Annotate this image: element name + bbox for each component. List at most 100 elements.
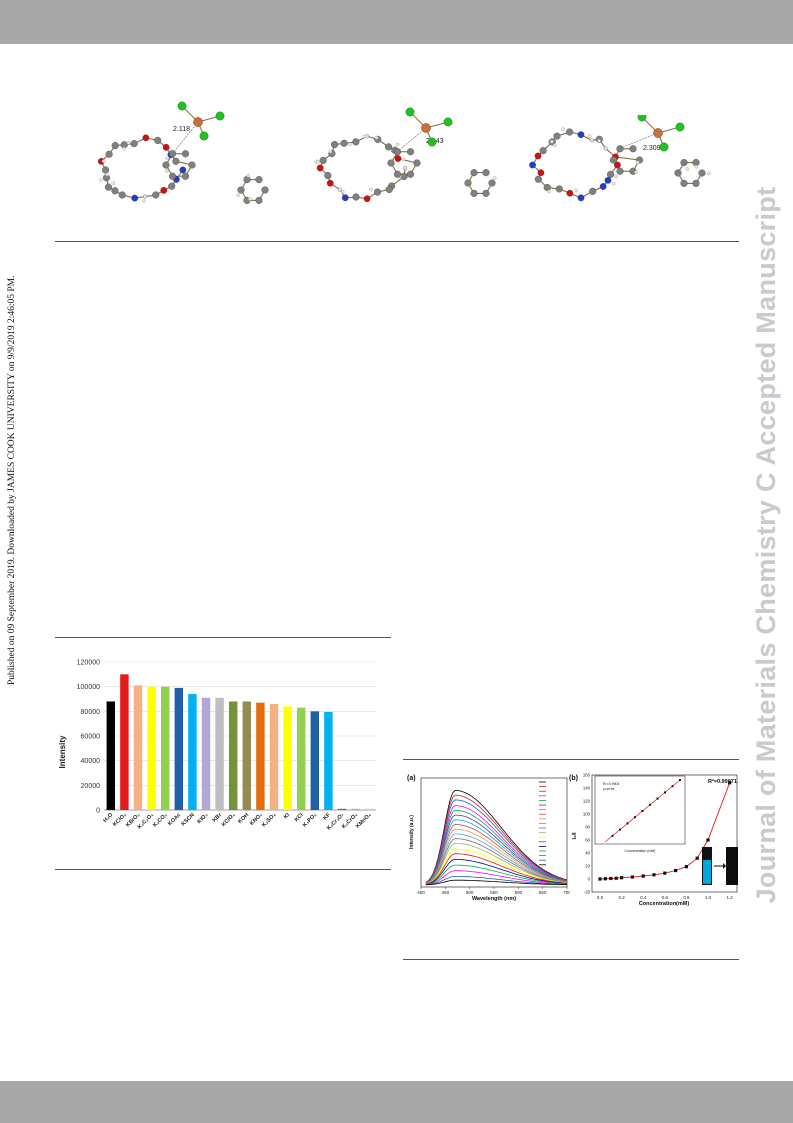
y-axis-label: Intensity (a.u.) <box>409 815 415 849</box>
x-tick-label: 650 <box>539 890 547 895</box>
molecule-atom <box>488 179 496 187</box>
molecule-atom <box>340 139 348 147</box>
molecule-hydrogen <box>99 178 103 182</box>
molecule-hydrogen <box>547 189 551 194</box>
x-tick-label: 400 <box>417 890 425 895</box>
molecule-atom <box>118 191 126 199</box>
bar <box>296 707 306 810</box>
copper-atom <box>193 117 203 127</box>
bar <box>310 711 320 810</box>
x-tick-label: 550 <box>490 890 498 895</box>
y-tick-label: 120 <box>583 799 591 804</box>
molecule-atom <box>534 175 542 183</box>
molecule-hydrogen <box>248 197 252 201</box>
bar <box>269 703 279 810</box>
molecule-atom <box>482 189 490 197</box>
molecule-hydrogen <box>316 160 320 164</box>
bar <box>324 711 333 810</box>
x-tick-label: K₂SO₄ <box>261 812 278 829</box>
spectrum-curve <box>425 814 568 884</box>
molecule-atom <box>162 143 170 151</box>
molecule-atom <box>394 155 402 162</box>
spectrum-curve <box>425 833 568 885</box>
figure-rule-top <box>55 241 739 242</box>
spectrum-curve <box>425 848 568 885</box>
x-tick-label: 0.2 <box>618 895 625 900</box>
inset-frame <box>594 775 686 845</box>
molecule-atom <box>393 170 402 178</box>
x-tick-label: K₂CO₃ <box>152 812 169 829</box>
molecule-atom <box>111 187 119 195</box>
spectrum-curve <box>425 794 568 884</box>
molecule-atom <box>539 147 547 155</box>
y-tick-label: 0 <box>96 808 100 815</box>
data-point <box>684 865 688 869</box>
x-tick-label: KCl <box>294 812 305 823</box>
bar <box>106 701 116 810</box>
y-tick-label: 20000 <box>81 783 101 790</box>
spectra-figure-rule-top <box>403 759 739 760</box>
molecule-hydrogen <box>142 199 146 203</box>
molecule-atom <box>609 156 618 164</box>
molecule-structure-3: 2.309 <box>529 115 711 202</box>
inset-equation: y=a+bx <box>603 787 615 791</box>
molecule-atom <box>577 131 585 138</box>
molecule-atom <box>172 157 180 165</box>
molecule-hydrogen <box>635 160 640 165</box>
molecule-hydrogen <box>126 141 131 145</box>
molecule-atom <box>543 183 551 192</box>
molecule-atom <box>537 169 545 177</box>
molecule-atom <box>680 179 688 187</box>
x-tick-label: 0.8 <box>683 895 690 900</box>
molecule-atom <box>188 161 196 169</box>
molecule-atom <box>104 183 112 191</box>
inset-data-point <box>641 810 644 812</box>
y-tick-label: 80 <box>585 825 590 830</box>
bar <box>242 701 252 810</box>
molecule-atom <box>316 164 324 172</box>
data-point <box>728 781 732 785</box>
molecule-atom <box>255 196 263 204</box>
data-point <box>598 877 602 881</box>
bar <box>147 686 156 810</box>
data-point <box>630 875 634 879</box>
molecule-hydrogen <box>101 159 106 163</box>
spectrum-curve <box>425 828 568 884</box>
inset-data-point <box>656 797 659 800</box>
bar-figure-rule-bottom <box>55 869 391 870</box>
molecule-hydrogen <box>574 188 578 193</box>
molecule-atom <box>403 166 408 170</box>
molecule-hydrogen <box>164 169 169 173</box>
data-point <box>620 876 624 880</box>
molecule-atom <box>629 145 637 153</box>
y-tick-label: 160 <box>583 773 591 778</box>
molecule-hydrogen <box>122 146 126 151</box>
y-tick-label: 80000 <box>81 709 101 716</box>
molecule-hydrogen <box>634 170 638 174</box>
panel-label-a: (a) <box>407 775 416 782</box>
molecule-hydrogen <box>597 139 601 143</box>
y-tick-label: 20 <box>585 864 590 869</box>
molecule-atom <box>181 172 190 180</box>
molecule-atom <box>413 159 421 167</box>
x-tick-label: 1.0 <box>705 895 712 900</box>
molecule-hydrogen <box>246 173 250 178</box>
molecule-structure-2: 2.143 <box>314 107 497 203</box>
x-tick-label: KSCN <box>181 812 196 827</box>
molecule-atom <box>105 150 113 158</box>
molecule-atom <box>102 166 110 174</box>
molecule-atom <box>337 187 342 192</box>
molecule-hydrogen <box>328 149 333 154</box>
chlorine-atom <box>659 142 669 152</box>
x-tick-label: 0.4 <box>640 895 647 900</box>
molecule-hydrogen <box>111 181 116 185</box>
molecule-atom <box>143 194 148 199</box>
molecule-atom <box>566 128 574 136</box>
inset-data-point <box>679 779 681 781</box>
molecule-atom <box>674 169 682 177</box>
spectrum-curve <box>425 842 568 885</box>
journal-watermark: Journal of Materials Chemistry C Accepte… <box>751 186 781 904</box>
chlorine-atom <box>637 115 647 122</box>
molecule-atom <box>181 150 190 158</box>
molecule-atom <box>261 186 269 194</box>
